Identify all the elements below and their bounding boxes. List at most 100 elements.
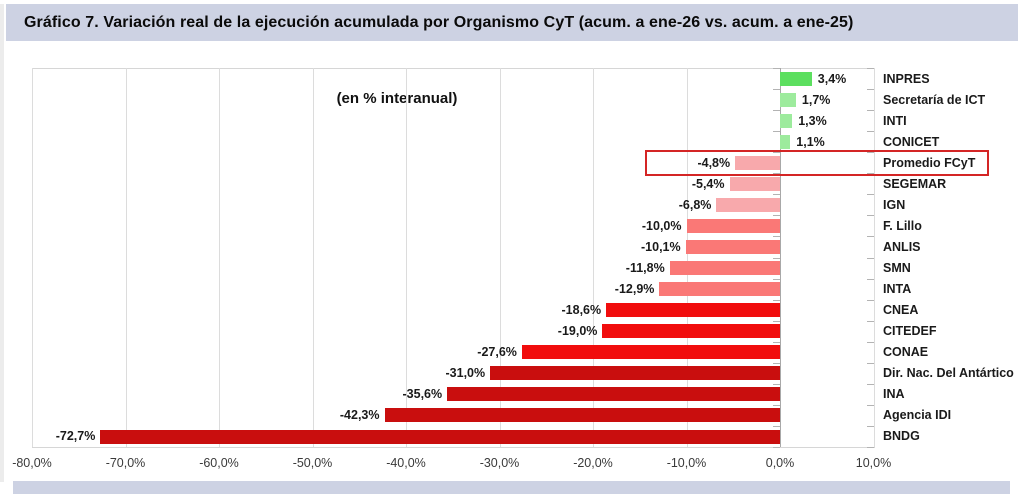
category-label-conae: CONAE (883, 345, 929, 360)
bar-segemar (729, 176, 780, 191)
category-label-anlis: ANLIS (883, 239, 921, 254)
tick-mark (866, 89, 874, 91)
tick-mark (866, 278, 874, 280)
x-axis-tick-label: -70,0% (105, 456, 146, 470)
bar-smn (669, 261, 780, 275)
tick-mark (773, 362, 780, 364)
category-label-citedef: CITEDEF (883, 324, 937, 339)
tick-mark (866, 362, 874, 364)
tick-mark (866, 447, 874, 448)
gridline (32, 68, 33, 447)
tick-mark (866, 152, 874, 154)
category-label-smn: SMN (883, 261, 911, 276)
bottom-bar (13, 481, 1010, 494)
bar-promedio-fcyt (735, 155, 780, 170)
bar-ign (716, 197, 780, 212)
title-bar: Gráfico 7. Variación real de la ejecució… (6, 4, 1018, 41)
tick-mark (866, 425, 874, 427)
bar-citedef (602, 324, 780, 339)
gridline (686, 68, 688, 447)
zero-axis-line (780, 68, 781, 447)
bar-anlis (685, 240, 780, 254)
gridline (312, 68, 314, 447)
tick-mark (866, 110, 874, 112)
category-label-secretar-a-de-ict: Secretaría de ICT (883, 92, 986, 107)
tick-mark (866, 215, 874, 217)
category-label-segemar: SEGEMAR (883, 176, 947, 191)
tick-mark (773, 236, 780, 238)
bar-value-label: -12,9% (614, 282, 655, 297)
category-label-agencia-idi: Agencia IDI (883, 408, 952, 423)
bar-value-label: -42,3% (339, 408, 380, 423)
bar-value-label: -18,6% (561, 303, 602, 318)
bar-value-label: -31,0% (445, 366, 486, 381)
tick-mark (866, 173, 874, 175)
x-axis-tick-label: -50,0% (292, 456, 333, 470)
category-label-bndg: BNDG (883, 429, 920, 444)
tick-mark (773, 425, 780, 427)
tick-mark (866, 404, 874, 406)
tick-mark (866, 341, 874, 343)
x-axis-tick-label: -10,0% (666, 456, 707, 470)
tick-mark (773, 89, 780, 91)
gridline (593, 68, 594, 447)
tick-mark (866, 194, 874, 196)
x-axis-tick-label: -40,0% (386, 456, 426, 470)
category-label-cnea: CNEA (883, 303, 919, 318)
tick-mark (773, 341, 780, 343)
tick-mark (773, 194, 780, 196)
tick-mark (773, 257, 780, 259)
x-axis-tick-label: -30,0% (479, 456, 520, 470)
category-label-ign: IGN (883, 197, 906, 212)
category-label-dir-nac-del-ant-rtico: Dir. Nac. Del Antártico (883, 366, 1014, 381)
bar-value-label: -11,8% (625, 261, 665, 276)
bar-value-label: -19,0% (557, 324, 598, 339)
bar-value-label: -10,1% (641, 239, 681, 254)
tick-mark (773, 215, 780, 217)
gridline (873, 68, 875, 447)
tick-mark (866, 383, 874, 385)
tick-mark (773, 278, 780, 280)
tick-mark (866, 68, 874, 69)
x-axis-tick-label: -80,0% (12, 456, 52, 470)
bar-ina (447, 387, 780, 402)
tick-mark (866, 131, 874, 133)
bar-value-label: -72,7% (55, 429, 96, 444)
bar-value-label: 1,7% (801, 92, 831, 107)
bar-conicet (780, 134, 791, 149)
bar-inta (659, 282, 780, 297)
bar-value-label: -5,4% (691, 176, 725, 191)
tick-mark (773, 383, 780, 385)
bar-value-label: -6,8% (678, 197, 712, 212)
x-axis-tick-label: -20,0% (573, 456, 613, 470)
chart-units-annotation: (en % interanual) (336, 90, 458, 107)
bar-value-label: -10,0% (641, 218, 682, 233)
bar-agencia-idi (384, 408, 780, 423)
bar-value-label: -4,8% (697, 155, 731, 170)
tick-mark (866, 320, 874, 322)
gridline (125, 68, 127, 447)
x-axis-tick-label: 0,0% (765, 456, 795, 470)
category-label-inpres: INPRES (883, 71, 930, 86)
category-label-f-lillo: F. Lillo (883, 218, 922, 233)
tick-mark (773, 131, 780, 133)
tick-mark (773, 110, 780, 112)
bar-value-label: 1,3% (798, 113, 827, 128)
tick-mark (773, 68, 780, 69)
category-label-ina: INA (883, 387, 905, 402)
tick-mark (866, 299, 874, 301)
tick-mark (773, 173, 780, 175)
bar-value-label: -35,6% (402, 387, 443, 402)
gridline (406, 68, 407, 447)
page-edge (0, 4, 4, 482)
tick-mark (773, 299, 780, 301)
bar-dir-nac-del-ant-rtico (490, 366, 780, 381)
bar-value-label: -27,6% (477, 345, 517, 360)
x-axis-tick-label: -60,0% (199, 456, 239, 470)
tick-mark (773, 404, 780, 406)
tick-mark (773, 447, 780, 448)
bar-value-label: 1,1% (796, 134, 825, 149)
gridline (499, 68, 501, 447)
tick-mark (866, 236, 874, 238)
